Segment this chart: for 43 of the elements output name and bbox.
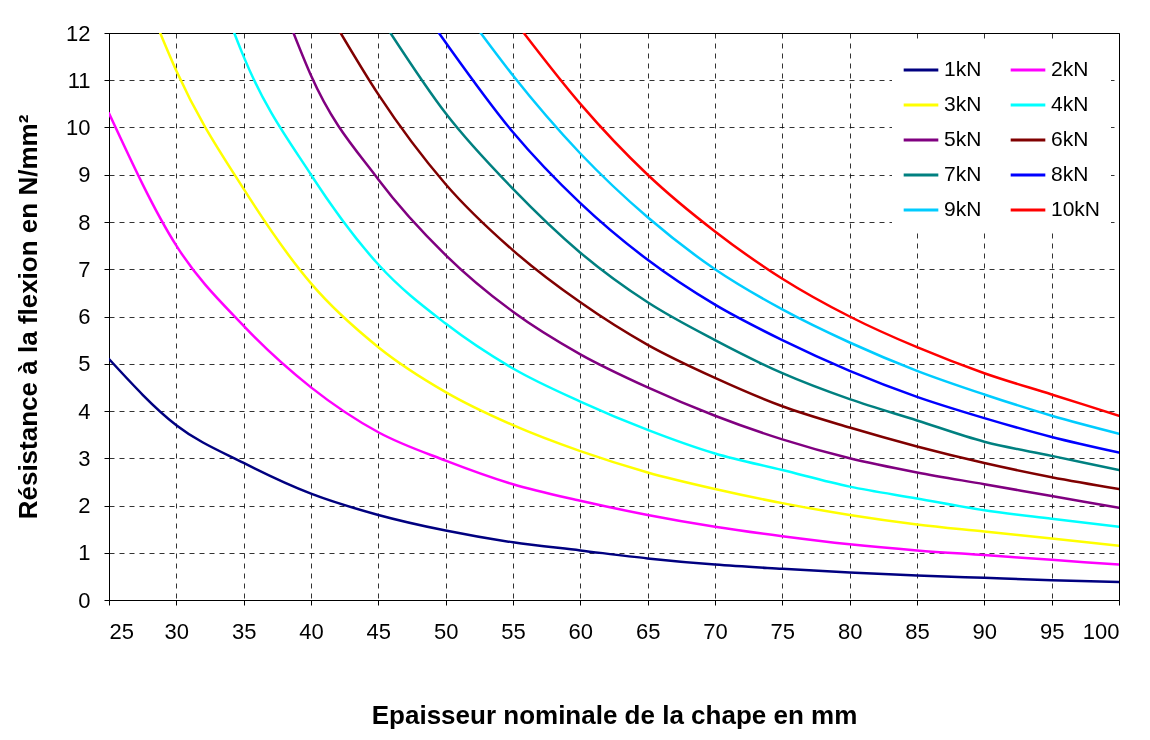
- legend-label: 4kN: [1051, 92, 1089, 115]
- x-tick-label: 95: [1039, 618, 1065, 644]
- y-tick-label: 12: [66, 20, 91, 46]
- legend-label: 5kN: [944, 127, 982, 150]
- y-axis-title: Résistance à la flexion en N/mm²: [13, 114, 44, 520]
- y-tick-label: 1: [78, 540, 91, 566]
- x-axis-title: Epaisseur nominale de la chape en mm: [371, 699, 858, 730]
- legend-label: 6kN: [1051, 127, 1089, 150]
- line-series: [109, 357, 1119, 584]
- y-tick-label: 10: [66, 115, 91, 140]
- y-tick-label: 5: [78, 351, 91, 377]
- y-tick-label: 2: [78, 493, 91, 518]
- x-tick-label: 75: [770, 618, 796, 644]
- x-tick-label: 90: [972, 618, 998, 644]
- legend-label: 2kN: [1051, 57, 1089, 80]
- legend-label: 10kN: [1051, 197, 1101, 220]
- y-tick-label: 7: [78, 256, 91, 282]
- y-tick-label: 0: [78, 587, 91, 613]
- legend-label: 3kN: [944, 92, 982, 115]
- x-tick-label: 65: [635, 618, 661, 644]
- x-tick-label: 80: [837, 618, 863, 644]
- x-tick-label: 35: [231, 618, 257, 644]
- x-tick-label: 25: [109, 618, 134, 644]
- x-tick-label: 60: [568, 618, 594, 644]
- x-tick-label: 70: [703, 618, 728, 644]
- x-tick-label: 50: [433, 618, 459, 644]
- x-tick-label: 55: [501, 618, 526, 644]
- x-tick-label: 45: [366, 618, 392, 644]
- y-tick-label: 6: [78, 304, 91, 329]
- x-tick-label: 85: [905, 618, 930, 644]
- y-tick-label: 8: [78, 209, 91, 235]
- x-tick-label: 30: [164, 618, 190, 644]
- line-series: [109, 112, 1119, 566]
- x-tick-label: 40: [299, 618, 324, 644]
- legend-label: 8kN: [1051, 162, 1089, 185]
- x-tick-label: 100: [1082, 618, 1120, 644]
- legend-label: 7kN: [944, 162, 982, 185]
- y-tick-label: 11: [67, 67, 91, 93]
- legend-label: 1kN: [944, 57, 982, 80]
- y-tick-label: 4: [78, 398, 91, 424]
- y-tick-label: 3: [78, 445, 91, 471]
- legend-label: 9kN: [944, 197, 982, 220]
- y-tick-label: 9: [78, 162, 91, 188]
